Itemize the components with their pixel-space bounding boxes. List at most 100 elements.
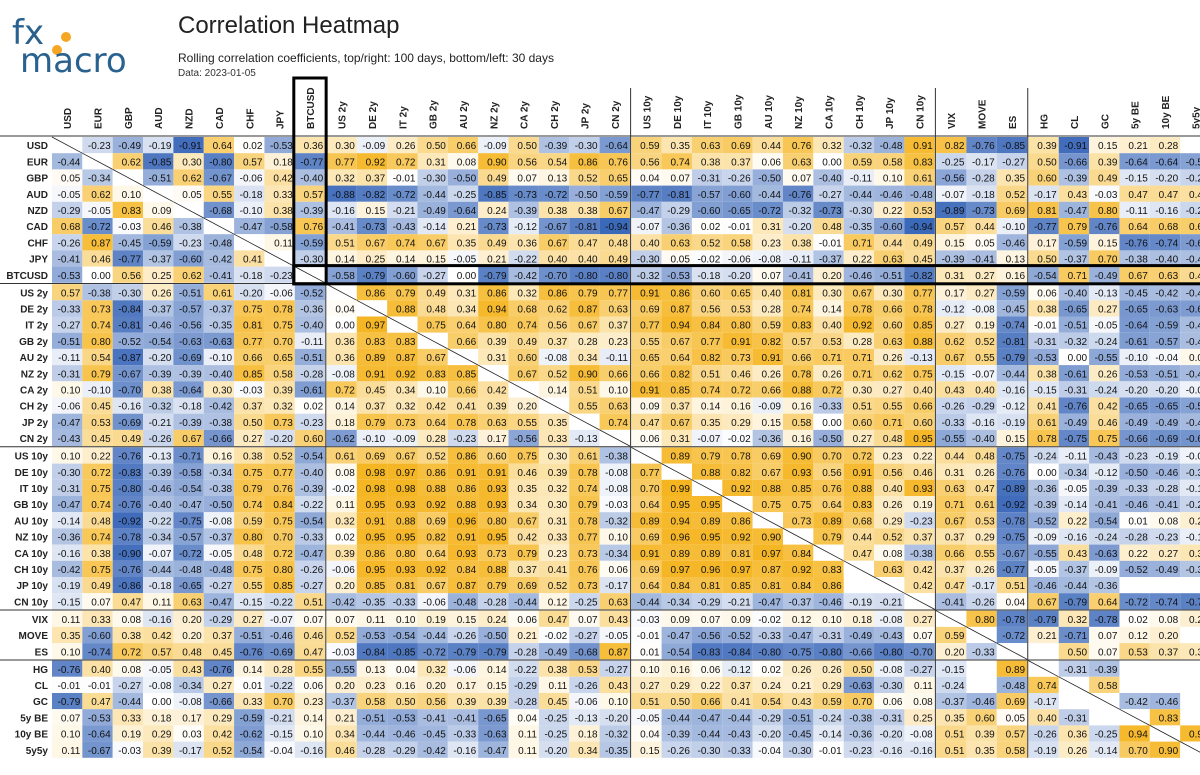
cell-value: -0.38 xyxy=(910,549,933,560)
cell-value: 0.82 xyxy=(731,468,751,479)
cell-value: -0.37 xyxy=(1064,255,1087,266)
heatmap-cell xyxy=(538,169,570,186)
cell-value: -0.28 xyxy=(972,174,995,185)
cell-value: 0.68 xyxy=(1159,222,1179,233)
cell-value: 0.37 xyxy=(517,565,537,576)
cell-value: 0.32 xyxy=(273,402,293,413)
cell-value: 0.74 xyxy=(396,238,416,249)
cell-value: 0.60 xyxy=(853,418,873,429)
cell-value: -0.69 xyxy=(179,353,202,364)
cell-value: -0.16 xyxy=(1064,533,1087,544)
cell-value: -0.43 xyxy=(393,222,416,233)
cell-value: 0.83 xyxy=(853,500,873,511)
heatmap-cell xyxy=(783,137,814,154)
cell-value: -0.44 xyxy=(362,730,385,741)
cell-value: -0.18 xyxy=(240,190,263,201)
heatmap-cell xyxy=(143,365,174,382)
cell-value: -0.06 xyxy=(575,697,598,708)
heatmap-cell xyxy=(936,169,967,186)
cell-value: 0.66 xyxy=(1189,222,1200,233)
cell-value: -0.09 xyxy=(484,141,507,152)
cell-value: 0.29 xyxy=(213,713,233,724)
cell-value: 0.79 xyxy=(701,452,721,463)
cell-value: -0.54 xyxy=(667,647,690,658)
cell-value: -0.75 xyxy=(179,516,202,527)
heatmap-cell xyxy=(294,185,326,202)
cell-value: -0.44 xyxy=(58,157,81,168)
heatmap-cell xyxy=(538,201,570,218)
cell-value: -0.79 xyxy=(453,647,476,658)
heatmap-cell xyxy=(538,348,570,366)
heatmap-cell xyxy=(326,365,357,382)
cell-value: 0.21 xyxy=(487,255,507,266)
cell-value: 0.94 xyxy=(670,321,690,332)
cell-value: 0.21 xyxy=(792,681,812,692)
cell-value: -0.83 xyxy=(698,647,721,658)
cell-value: 0.28 xyxy=(426,434,446,445)
heatmap-cell xyxy=(691,218,723,235)
cell-value: -0.08 xyxy=(910,730,933,741)
col-label-au-10y: AU 10y xyxy=(764,95,775,129)
cell-value: 0.47 xyxy=(304,647,324,658)
cell-value: 0.50 xyxy=(517,141,537,152)
cell-value: 0.18 xyxy=(578,730,598,741)
heatmap-cell xyxy=(173,316,204,333)
cell-value: 0.38 xyxy=(122,631,142,642)
heatmap-cell xyxy=(447,218,479,235)
heatmap-cell xyxy=(234,185,265,202)
heatmap-cell xyxy=(1028,201,1059,218)
cell-value: 0.92 xyxy=(731,484,751,495)
cell-value: 0.67 xyxy=(762,468,782,479)
heatmap-cell xyxy=(387,201,418,218)
heatmap-cell xyxy=(813,153,844,170)
cell-value: 0.83 xyxy=(822,565,842,576)
cell-value: 0.74 xyxy=(91,533,111,544)
cell-value: 0.45 xyxy=(913,255,933,266)
heatmap-cell xyxy=(356,185,388,202)
heatmap-cell xyxy=(783,266,814,283)
cell-value: 0.20 xyxy=(1159,631,1179,642)
diagonal-cell xyxy=(173,201,204,219)
heatmap-cell xyxy=(874,218,905,235)
row-label-ca-10y: CA 10y xyxy=(14,549,48,560)
cell-value: -0.20 xyxy=(728,271,751,282)
cell-value: -0.53 xyxy=(88,713,111,724)
cell-value: 0.20 xyxy=(182,615,202,626)
cell-value: -0.54 xyxy=(300,516,323,527)
cell-value: -0.15 xyxy=(1034,386,1057,397)
heatmap-cell xyxy=(783,316,814,333)
cell-value: 0.04 xyxy=(1006,597,1026,608)
cell-value: -0.03 xyxy=(118,746,141,757)
cell-value: -0.41 xyxy=(423,713,446,724)
heatmap-cell xyxy=(599,234,630,251)
cell-value: 0.22 xyxy=(1128,549,1148,560)
cell-value: 0.46 xyxy=(731,369,751,380)
cell-value: 0.88 xyxy=(396,305,416,316)
cell-value: 0.70 xyxy=(1128,746,1148,757)
cell-value: 0.34 xyxy=(578,746,598,757)
cell-value: 0.71 xyxy=(853,369,873,380)
heatmap-cell xyxy=(326,266,357,283)
heatmap-cell xyxy=(203,284,235,301)
cell-value: -0.76 xyxy=(58,665,81,676)
cell-value: -0.31 xyxy=(698,174,721,185)
cell-value: -0.44 xyxy=(758,190,781,201)
cell-value: 0.56 xyxy=(517,157,537,168)
cell-value: 0.69 xyxy=(1006,697,1026,708)
cell-value: 0.64 xyxy=(426,418,446,429)
cell-value: 0.56 xyxy=(122,271,142,282)
cell-value: 0.26 xyxy=(792,665,812,676)
heatmap-cell xyxy=(904,316,935,333)
diagonal-cell xyxy=(661,463,693,481)
cell-value: -0.41 xyxy=(1095,500,1118,511)
heatmap-cell xyxy=(1089,201,1120,218)
heatmap-cell xyxy=(1089,250,1120,267)
cell-value: -0.06 xyxy=(270,288,293,299)
cell-value: 0.49 xyxy=(91,581,111,592)
cell-value: -0.60 xyxy=(880,222,903,233)
heatmap-cell xyxy=(447,169,479,186)
heatmap-cell xyxy=(1119,348,1150,366)
cell-value: 0.63 xyxy=(701,141,721,152)
heatmap-cell xyxy=(722,169,753,186)
cell-value: -0.12 xyxy=(942,305,965,316)
